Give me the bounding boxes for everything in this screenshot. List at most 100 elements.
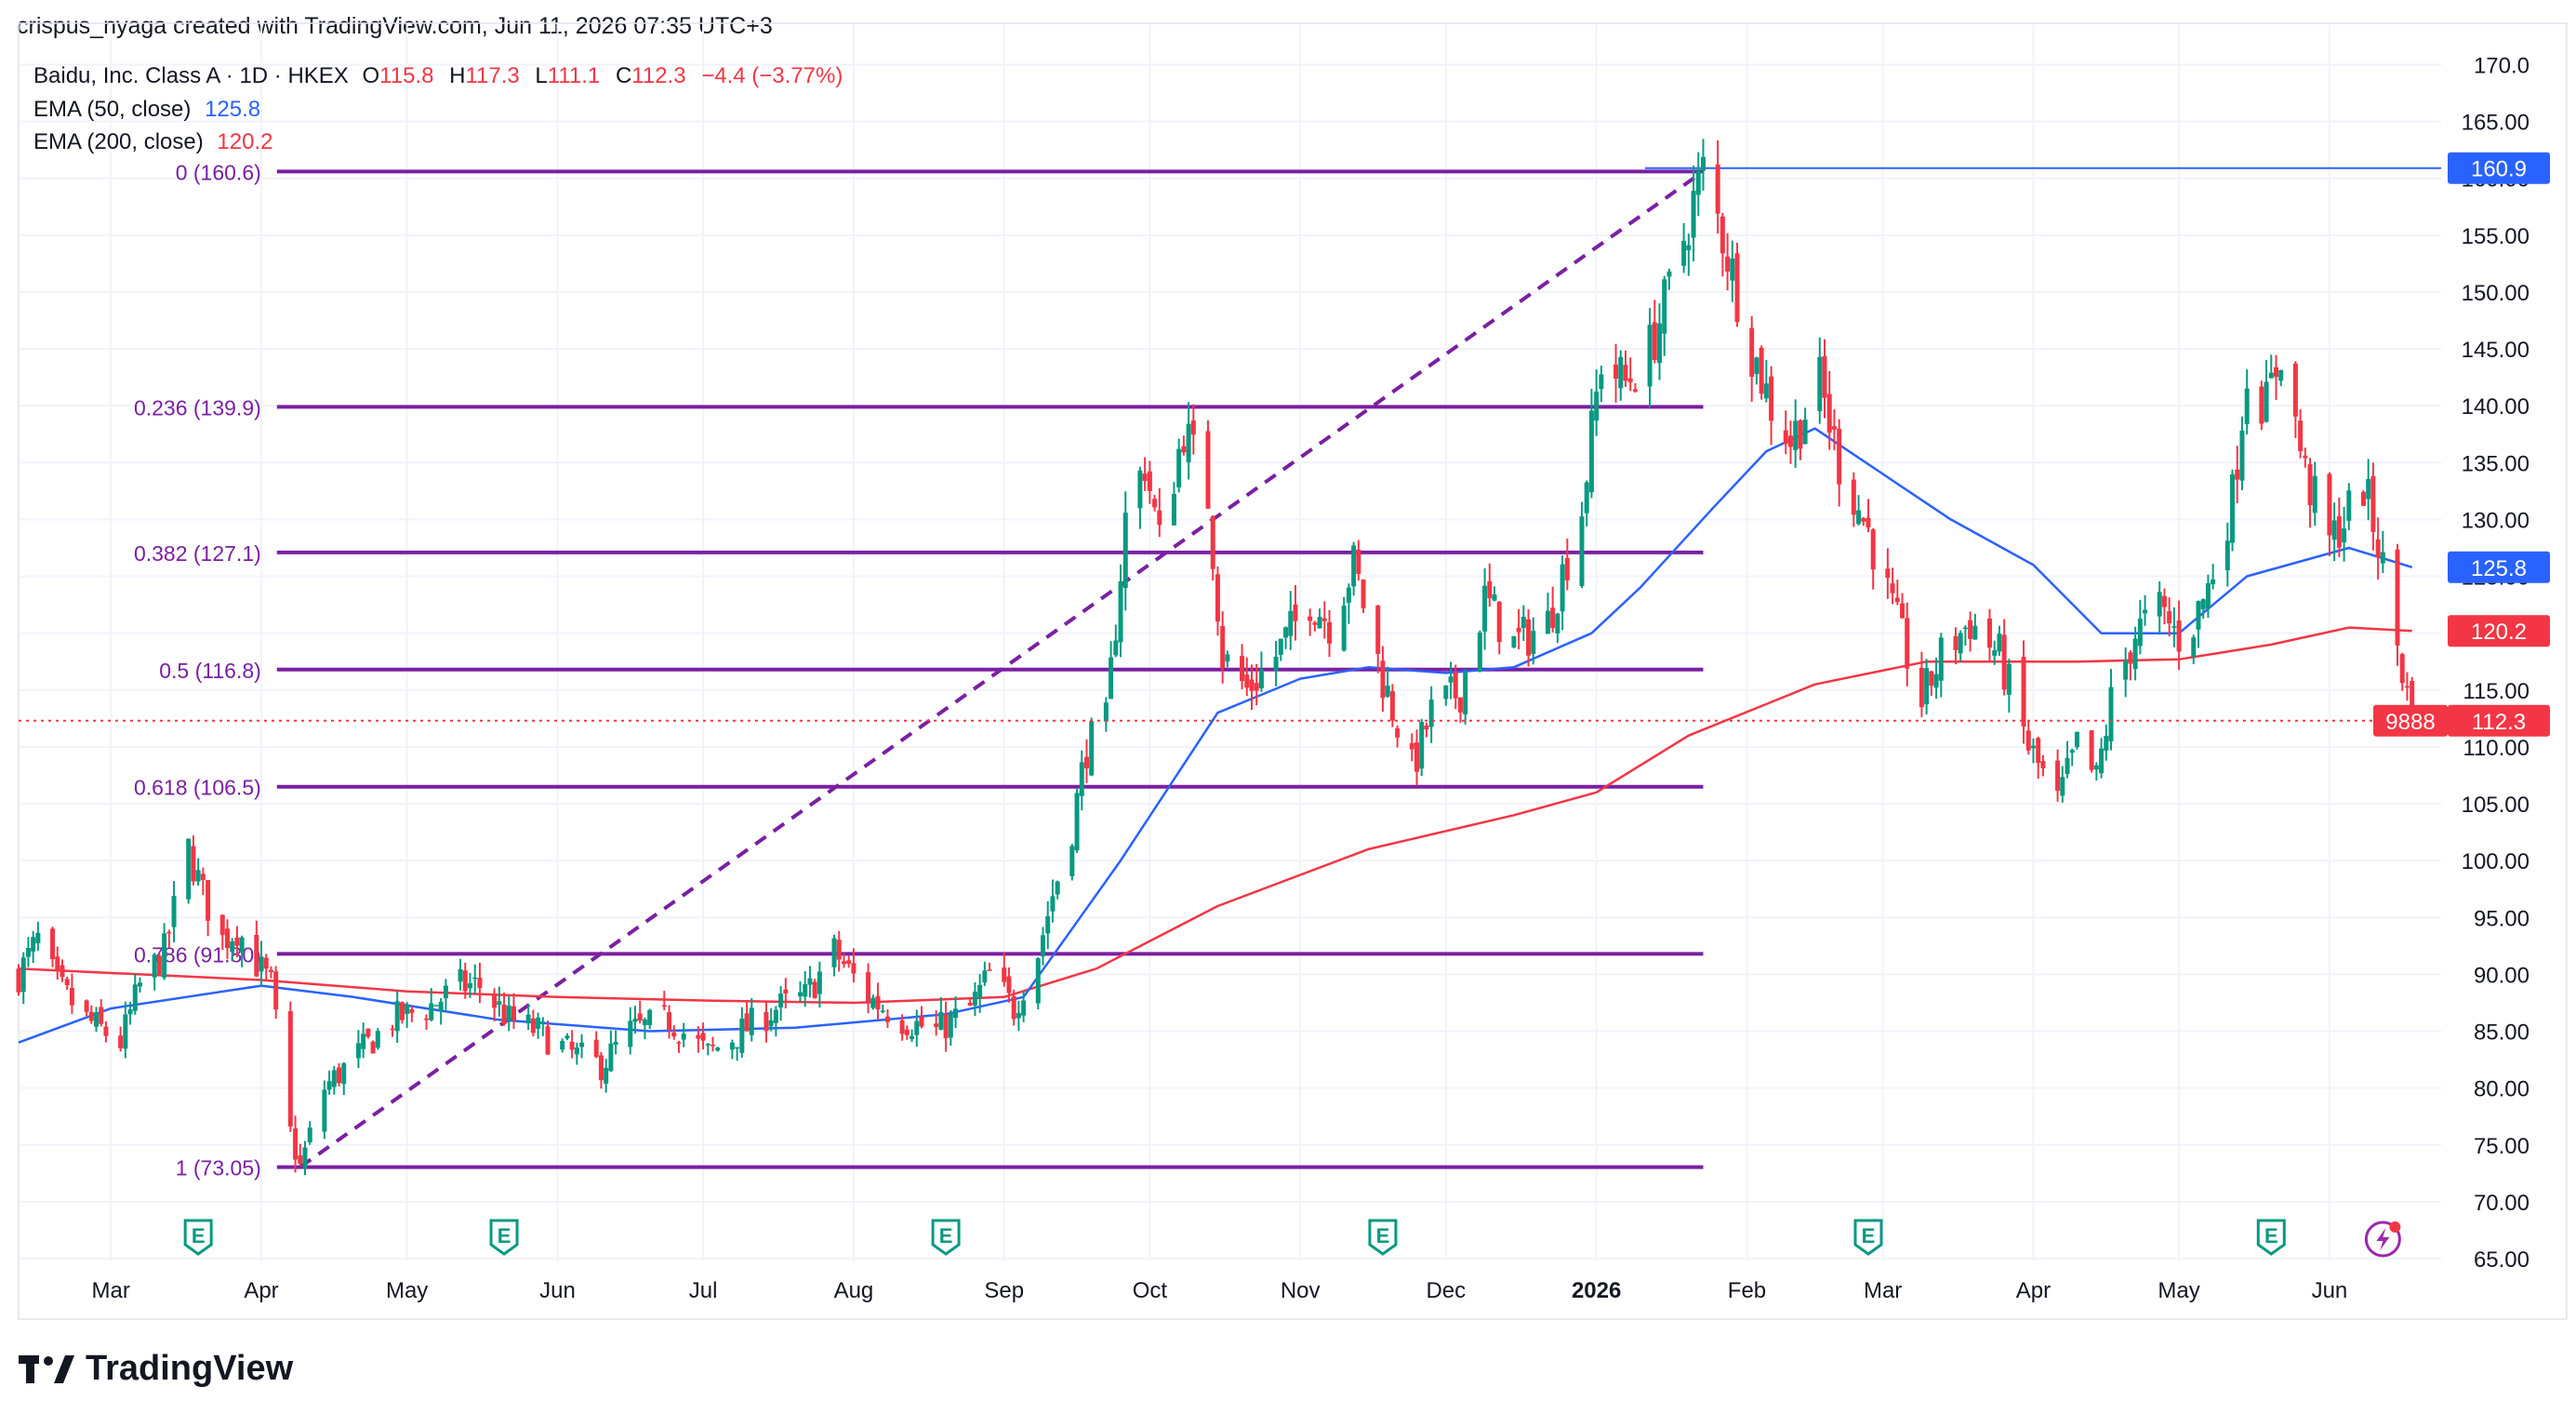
- candle-body: [1079, 762, 1084, 796]
- y-tick-label: 70.00: [2474, 1191, 2530, 1216]
- candle-body: [797, 992, 803, 997]
- earnings-icon[interactable]: E: [1368, 1219, 1398, 1256]
- candle-body: [1613, 364, 1619, 380]
- candle-body: [1929, 671, 1934, 687]
- x-tick-label: Jun: [539, 1278, 576, 1303]
- last-price-badge: [2448, 704, 2550, 737]
- earnings-icon[interactable]: E: [489, 1219, 519, 1256]
- ema50-price-badge-label: 125.8: [2471, 556, 2527, 581]
- candle-body: [2307, 463, 2313, 506]
- candle-body: [462, 970, 468, 992]
- legend-ema200-row[interactable]: EMA (200, close) 120.2: [33, 129, 280, 155]
- candle-body: [1681, 240, 1687, 266]
- candle-body: [1905, 618, 1910, 669]
- legend-ema50-row[interactable]: EMA (50, close) 125.8: [33, 97, 268, 123]
- candle-body: [569, 1041, 575, 1050]
- candle-body: [254, 934, 259, 977]
- earnings-icon-shape: [1853, 1219, 1883, 1256]
- candle-body: [2380, 552, 2385, 564]
- candle-body: [370, 1041, 376, 1054]
- candle-body: [501, 1004, 507, 1025]
- candle-body: [1866, 517, 1871, 527]
- candle-body: [2099, 748, 2105, 774]
- candle-body: [230, 940, 235, 953]
- candle-body: [1831, 426, 1837, 430]
- candle-body: [99, 1007, 104, 1024]
- close-value: 112.3: [631, 63, 686, 88]
- candle-body: [953, 1008, 959, 1019]
- candle-body: [1851, 479, 1856, 515]
- candle-body: [2021, 656, 2026, 727]
- candle-body: [744, 1013, 750, 1032]
- candle-body: [31, 937, 36, 952]
- candle-body: [405, 1004, 410, 1015]
- candle-body: [326, 1081, 332, 1090]
- candle-body: [1754, 357, 1759, 374]
- candle-body: [1890, 583, 1895, 593]
- y-tick-label: 65.00: [2474, 1247, 2530, 1273]
- candle-body: [1496, 601, 1502, 643]
- candle-body: [715, 1047, 721, 1051]
- candle-body: [938, 1011, 944, 1030]
- fib-level-label: 0.382 (127.1): [134, 541, 261, 566]
- candle-body: [429, 1003, 434, 1020]
- tradingview-brand[interactable]: TradingView: [19, 1349, 293, 1389]
- candle-body: [1395, 728, 1401, 738]
- earnings-icon[interactable]: E: [1853, 1219, 1883, 1256]
- y-tick-label: 80.00: [2474, 1077, 2530, 1102]
- candle-body: [1205, 431, 1211, 509]
- candle-body: [977, 984, 983, 998]
- earnings-icon[interactable]: E: [931, 1219, 961, 1256]
- candle-body: [88, 1011, 94, 1021]
- candle-body: [1584, 482, 1589, 513]
- candle-body: [1555, 613, 1560, 633]
- candle-body: [1763, 383, 1769, 399]
- candle-body: [676, 1042, 682, 1044]
- candle-body: [375, 1031, 380, 1048]
- candle-body: [696, 1034, 701, 1039]
- candle-body: [1308, 616, 1313, 621]
- axes: 65.00 70.00 75.00 80.00 85.00 90.00 95.00 100.0…: [19, 53, 2550, 1303]
- y-tick-label: 145.00: [2462, 338, 2530, 363]
- ema50-label: EMA (50, close): [33, 97, 192, 122]
- candle-body: [287, 1011, 293, 1127]
- open-label: O: [362, 63, 380, 88]
- candle-body: [1657, 323, 1663, 364]
- candle-body: [497, 1001, 502, 1005]
- candle-body: [1074, 793, 1080, 851]
- candle-body: [390, 1028, 395, 1031]
- candle-body: [628, 1020, 633, 1047]
- y-tick-label: 90.00: [2474, 963, 2530, 988]
- candle-body: [661, 1005, 667, 1007]
- candle-body: [1375, 605, 1381, 654]
- candle-body: [681, 1034, 686, 1040]
- candle-body: [1312, 622, 1318, 625]
- candle-body: [1103, 702, 1109, 722]
- candle-body: [1900, 603, 1905, 619]
- candle-body: [2327, 473, 2332, 536]
- candle-body: [1278, 638, 1283, 655]
- high-price-badge-label: 160.9: [2471, 157, 2527, 182]
- candle-body: [1011, 996, 1016, 1020]
- countdown-badge: [2373, 704, 2448, 737]
- lightning-icon[interactable]: [2364, 1220, 2401, 1258]
- candle-body: [2346, 490, 2352, 521]
- candle-body: [1769, 376, 1774, 421]
- ema50-line: [18, 427, 2413, 1044]
- candle-body: [1933, 673, 1939, 688]
- candle-body: [1962, 627, 1968, 630]
- candle-body: [2006, 663, 2012, 695]
- candle-body: [866, 972, 871, 1004]
- candle-body: [1288, 610, 1294, 636]
- candle-body: [1958, 633, 1963, 654]
- y-tick-label: 100.00: [2462, 849, 2530, 874]
- candle-body: [200, 874, 206, 880]
- candle-body: [355, 1043, 361, 1059]
- candle-body: [1588, 410, 1594, 493]
- candle-body: [123, 1014, 128, 1049]
- earnings-icon-glyph: E: [939, 1224, 953, 1247]
- earnings-icon[interactable]: E: [2256, 1219, 2286, 1256]
- earnings-icon[interactable]: E: [183, 1219, 213, 1256]
- candle-body: [2030, 745, 2036, 749]
